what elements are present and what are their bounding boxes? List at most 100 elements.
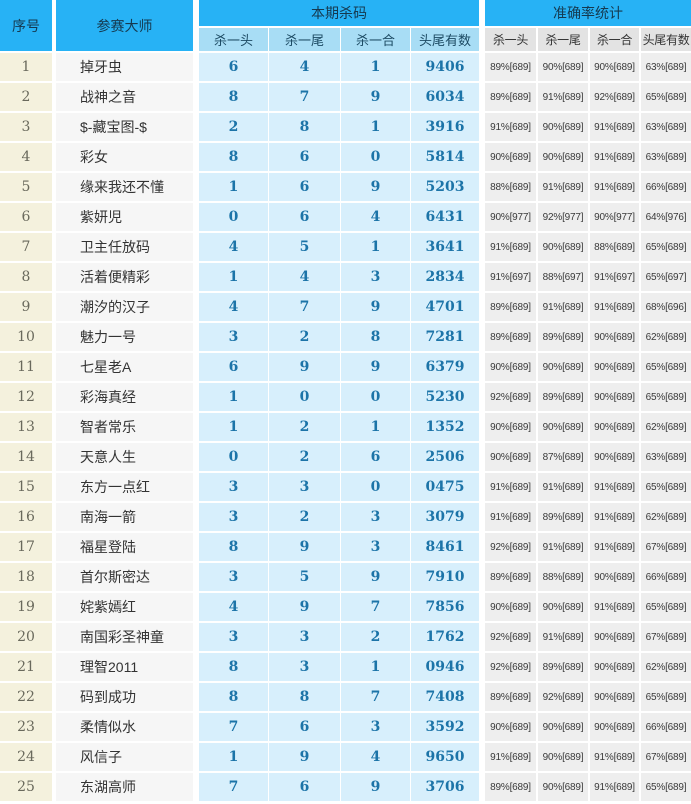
kill-code-value: 0 [269, 383, 341, 413]
accuracy-value: 90%[689] [590, 443, 641, 473]
master-name: 福星登陆 [56, 533, 199, 563]
accuracy-value: 65%[689] [641, 473, 691, 503]
accuracy-value: 90%[689] [590, 413, 641, 443]
kill-code-value: 3 [199, 473, 269, 503]
accuracy-value: 90%[689] [538, 233, 590, 263]
kill-code-value: 7 [269, 83, 341, 113]
accuracy-value: 91%[689] [590, 503, 641, 533]
kill-code-value: 6 [341, 443, 411, 473]
table-row: 25 东湖高师 7 6 9 3706 89%[689] 90%[689] 91%[689] 65%… [0, 773, 691, 803]
accuracy-value: 63%[689] [641, 143, 691, 173]
accuracy-value: 65%[689] [641, 683, 691, 713]
accuracy-value: 62%[689] [641, 503, 691, 533]
row-number: 11 [0, 353, 56, 383]
master-name: 柔情似水 [56, 713, 199, 743]
kill-code-value: 0 [341, 383, 411, 413]
accuracy-value: 65%[689] [641, 233, 691, 263]
group-header-accuracy-stats: 准确率统计 [485, 0, 691, 29]
head-tail-digits-value: 6431 [411, 203, 485, 233]
master-name: 彩海真经 [56, 383, 199, 413]
kill-code-value: 7 [199, 773, 269, 803]
table-row: 21 理智2011 8 3 1 0946 92%[689] 89%[689] 90%[689] 6… [0, 653, 691, 683]
subheader-acc-kill-head: 杀一头 [485, 28, 538, 53]
table-header: 序号 参赛大师 本期杀码 准确率统计 杀一头 杀一尾 杀一合 头尾有数 杀一头 … [0, 0, 691, 53]
kill-code-value: 1 [341, 53, 411, 83]
kill-code-value: 3 [199, 563, 269, 593]
master-name: 缘来我还不懂 [56, 173, 199, 203]
kill-code-value: 1 [199, 383, 269, 413]
row-number: 22 [0, 683, 56, 713]
table-row: 13 智者常乐 1 2 1 1352 90%[689] 90%[689] 90%[689] 62%… [0, 413, 691, 443]
master-name: 七星老A [56, 353, 199, 383]
kill-code-value: 8 [269, 113, 341, 143]
kill-code-value: 0 [199, 443, 269, 473]
head-tail-digits-value: 7910 [411, 563, 485, 593]
kill-code-value: 3 [341, 713, 411, 743]
accuracy-value: 90%[689] [538, 593, 590, 623]
master-name: 紫妍児 [56, 203, 199, 233]
kill-code-value: 7 [269, 293, 341, 323]
row-number: 21 [0, 653, 56, 683]
kill-code-value: 6 [269, 203, 341, 233]
accuracy-value: 67%[689] [641, 623, 691, 653]
head-tail-digits-value: 2506 [411, 443, 485, 473]
head-tail-digits-value: 0475 [411, 473, 485, 503]
kill-code-value: 7 [341, 683, 411, 713]
kill-code-value: 1 [199, 263, 269, 293]
accuracy-value: 66%[689] [641, 173, 691, 203]
accuracy-value: 90%[689] [590, 623, 641, 653]
master-name: 南国彩圣神童 [56, 623, 199, 653]
kill-code-value: 3 [341, 263, 411, 293]
kill-code-value: 9 [269, 353, 341, 383]
table-row: 11 七星老A 6 9 9 6379 90%[689] 90%[689] 90%[689] 65%… [0, 353, 691, 383]
accuracy-value: 89%[689] [485, 563, 538, 593]
kill-code-value: 8 [341, 323, 411, 353]
head-tail-digits-value: 2834 [411, 263, 485, 293]
accuracy-value: 63%[689] [641, 113, 691, 143]
kill-code-value: 4 [269, 53, 341, 83]
subheader-acc-kill-tail: 杀一尾 [538, 28, 590, 53]
column-header-master: 参赛大师 [56, 0, 199, 53]
row-number: 8 [0, 263, 56, 293]
kill-code-value: 4 [199, 233, 269, 263]
accuracy-value: 90%[689] [538, 743, 590, 773]
head-tail-digits-value: 3079 [411, 503, 485, 533]
kill-code-value: 4 [341, 203, 411, 233]
master-name: 东湖高师 [56, 773, 199, 803]
master-name: 掉牙虫 [56, 53, 199, 83]
kill-code-value: 3 [269, 473, 341, 503]
table-row: 16 南海一箭 3 2 3 3079 91%[689] 89%[689] 91%[689] 62%… [0, 503, 691, 533]
table-body: 1 掉牙虫 6 4 1 9406 89%[689] 90%[689] 90%[689] 63%[6… [0, 53, 691, 803]
table-row: 1 掉牙虫 6 4 1 9406 89%[689] 90%[689] 90%[689] 63%[6… [0, 53, 691, 83]
kill-code-value: 2 [269, 503, 341, 533]
accuracy-value: 92%[689] [485, 383, 538, 413]
subheader-kill-sum: 杀一合 [341, 28, 411, 53]
kill-code-value: 3 [199, 623, 269, 653]
row-number: 19 [0, 593, 56, 623]
kill-code-value: 4 [269, 263, 341, 293]
accuracy-value: 91%[689] [485, 473, 538, 503]
table-row: 8 活着便精彩 1 4 3 2834 91%[697] 88%[697] 91%[697] 65%… [0, 263, 691, 293]
kill-code-value: 1 [199, 413, 269, 443]
row-number: 13 [0, 413, 56, 443]
master-name: 理智2011 [56, 653, 199, 683]
kill-code-value: 0 [341, 473, 411, 503]
accuracy-value: 90%[689] [590, 683, 641, 713]
accuracy-value: 91%[689] [590, 293, 641, 323]
accuracy-value: 64%[976] [641, 203, 691, 233]
kill-code-value: 2 [269, 323, 341, 353]
kill-code-value: 2 [269, 413, 341, 443]
row-number: 5 [0, 173, 56, 203]
kill-code-value: 6 [269, 773, 341, 803]
accuracy-value: 90%[977] [485, 203, 538, 233]
master-name: 码到成功 [56, 683, 199, 713]
kill-code-value: 9 [269, 743, 341, 773]
accuracy-value: 67%[689] [641, 533, 691, 563]
accuracy-value: 65%[689] [641, 593, 691, 623]
row-number: 20 [0, 623, 56, 653]
accuracy-value: 88%[689] [485, 173, 538, 203]
head-tail-digits-value: 6034 [411, 83, 485, 113]
head-tail-digits-value: 9406 [411, 53, 485, 83]
accuracy-value: 90%[689] [590, 323, 641, 353]
